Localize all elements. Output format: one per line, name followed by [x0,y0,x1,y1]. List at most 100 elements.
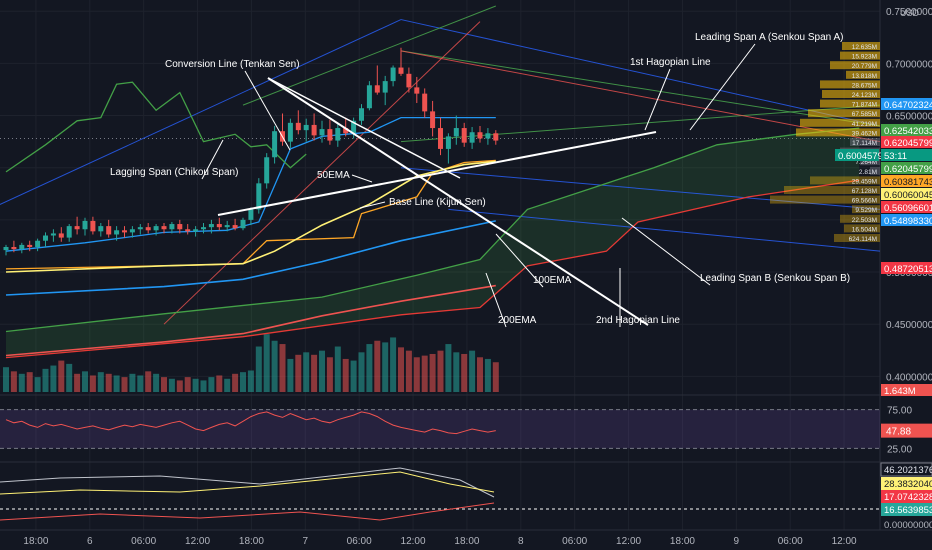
volume-bar [461,353,468,392]
volume-bar [271,340,278,392]
price-badge-label: 0.60045799 [838,151,888,162]
price-badge [881,98,932,110]
candle-body [122,230,127,233]
volume-bar [390,337,397,392]
lower-indicator-label: 46.20213763 [884,465,932,476]
price-badge-label: 0.62045799 [884,138,932,149]
volume-last-badge [881,384,932,396]
candle-body [58,233,64,238]
channel-line [400,19,881,127]
volume-profile: 12.635M 15.923M 20.779M 13.818M 28.675M 24.12… [770,42,880,243]
volume-profile-label: 39.462M [852,130,877,137]
series-line-200ema [5,284,496,357]
currency-label: USD [900,8,920,18]
volume-bar [303,352,310,392]
volume-bar [145,371,152,392]
candle-body [114,230,120,235]
ichimoku-cloud [6,128,860,358]
series-line-leading-span-b-senkou-span-b- [5,179,860,359]
volume-profile-bar [860,157,880,166]
annotation-arrow [244,70,291,151]
volume-profile-label: 24.123M [852,92,877,99]
time-axis-tick: 18:00 [670,536,695,547]
volume-profile-bar [808,109,880,118]
price-axis[interactable]: 0.750000000.700000000.650000000.60000000… [835,7,932,397]
price-badge-label: 0.54898330 [884,216,932,227]
annotation-label: 100EMA [533,275,572,286]
annotation-layer: Conversion Line (Tenkan Sen) Lagging Span… [110,32,850,328]
channel-line [0,19,402,205]
candle-body [169,224,175,230]
volume-profile-label: 9.529M [855,207,877,214]
series-line-lagging-span-chikou-span- [5,81,307,173]
volume-profile-label: 67.128M [852,188,877,195]
candle-body [335,128,341,141]
annotation-label: Leading Span B (Senkou Span B) [700,273,850,284]
rsi-axis-tick: 25.00 [887,444,912,455]
candle-body [311,124,317,136]
volume-bar [334,346,341,392]
candle-body [366,85,372,109]
lower-indicator-badge [881,477,932,490]
annotation-arrow [201,139,224,180]
price-badge [881,214,932,226]
candle-body [224,225,230,228]
volume-profile-bar [830,61,880,70]
annotation-arrow [689,43,756,131]
series-line-100ema [5,220,496,296]
time-axis[interactable]: 18:00 6 06:00 12:00 18:00 7 06:00 12:00 18:00 8 06… [23,536,857,547]
candle-body [272,131,278,158]
volume-profile-bar [810,176,880,185]
volume-bar [287,358,294,392]
volume-bar [484,358,491,392]
candle-body [359,108,364,121]
regression-channels [0,5,881,325]
volume-profile-label: 28.675M [852,82,877,89]
volume-bar [240,372,246,392]
price-badge [881,188,932,200]
volume-bar [105,373,112,392]
volume-bar [358,352,365,392]
volume-bar [161,377,167,392]
price-badge [881,262,932,274]
volume-profile-bar [784,186,880,194]
volume-bar [295,354,302,392]
time-axis-tick: 12:00 [401,536,426,547]
candle-body [287,122,293,142]
indicator-lines [5,81,860,359]
volume-bar [492,362,499,392]
price-badge [881,175,932,187]
candle-body [485,133,491,139]
candle-body [90,220,96,232]
rsi-axis-tick: 75.00 [887,406,912,417]
volume-bar [326,357,333,392]
lower-indicator-line [0,467,495,498]
price-badge-label: 0.56096601 [884,203,932,214]
candle-body [208,224,214,228]
volume-bar [469,350,476,392]
candle-body [264,157,270,184]
volume-bar [216,375,223,392]
annotation-label: Lagging Span (Chikou Span) [110,167,238,178]
volume-profile-label: 15.923M [852,54,877,61]
hagopian-line-2-extension [267,77,461,179]
channel-line [163,21,481,325]
volume-bar [374,340,381,392]
lower-indicator-line [0,502,495,521]
candle-body [216,224,222,228]
annotation-label: Base Line (Kijun Sen) [389,197,486,208]
volume-profile-bar [834,234,880,242]
volume-bar [153,373,160,392]
rsi-line [5,411,496,435]
candle-body [106,226,112,235]
annotation-arrow [495,233,544,288]
volume-bar [429,353,436,392]
series-line-50ema [5,160,496,273]
volume-last-label: 1.643M [884,386,916,397]
lower-indicator-label: 16.56398535 [884,505,932,516]
time-axis-tick: 18:00 [454,536,479,547]
price-badge-label: 0.62542033 [884,126,932,137]
candle-body [382,81,388,93]
